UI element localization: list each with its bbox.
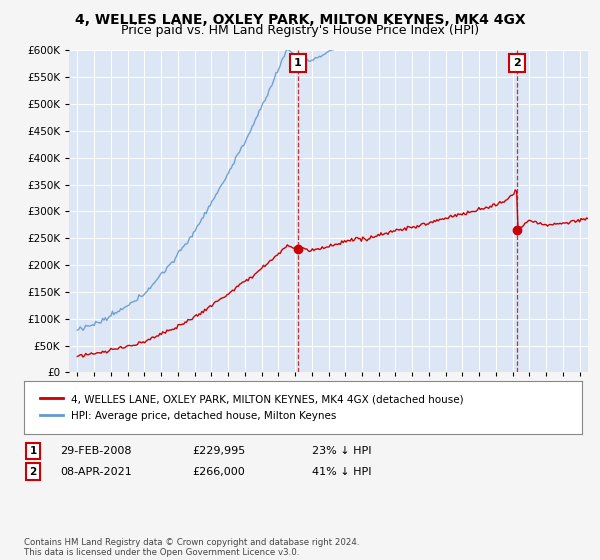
Text: 29-FEB-2008: 29-FEB-2008 [60,446,131,456]
Text: 08-APR-2021: 08-APR-2021 [60,466,132,477]
Text: £229,995: £229,995 [192,446,245,456]
Text: £266,000: £266,000 [192,466,245,477]
Legend: 4, WELLES LANE, OXLEY PARK, MILTON KEYNES, MK4 4GX (detached house), HPI: Averag: 4, WELLES LANE, OXLEY PARK, MILTON KEYNE… [35,389,469,426]
Text: 1: 1 [29,446,37,456]
Text: Price paid vs. HM Land Registry's House Price Index (HPI): Price paid vs. HM Land Registry's House … [121,24,479,36]
Text: 2: 2 [29,466,37,477]
Text: 4, WELLES LANE, OXLEY PARK, MILTON KEYNES, MK4 4GX: 4, WELLES LANE, OXLEY PARK, MILTON KEYNE… [74,13,526,27]
Text: Contains HM Land Registry data © Crown copyright and database right 2024.
This d: Contains HM Land Registry data © Crown c… [24,538,359,557]
Text: 41% ↓ HPI: 41% ↓ HPI [312,466,371,477]
Text: 23% ↓ HPI: 23% ↓ HPI [312,446,371,456]
Text: 2: 2 [514,58,521,68]
Text: 1: 1 [294,58,302,68]
